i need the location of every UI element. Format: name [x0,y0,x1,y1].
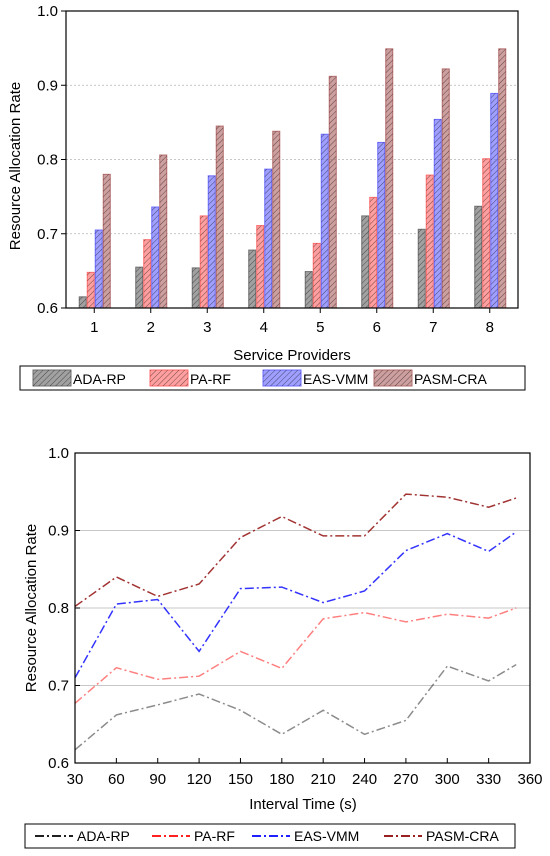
bar-x-tick-label: 6 [373,319,381,336]
bar-x-tick-label: 2 [147,319,155,336]
line-series-pa-rf [74,607,517,704]
bar-pa-rf-4 [256,225,265,309]
bar-x-tick-label: 4 [260,319,268,336]
line-grid [75,530,530,686]
bar-eas-vmm-6 [377,141,386,309]
bar-pasm-cra-1 [102,173,111,309]
line-x-tick-label: 60 [108,771,125,788]
line-legend-item: ADA-RP [35,828,130,844]
line-legend: ADA-RP PA-RF EAS-VMM PASM-CRA [24,823,516,849]
bar-x-tick-label: 3 [203,319,211,336]
bar-y-tick-label: 0.9 [37,77,58,94]
bar-y-axis-title: Resource Allocation Rate [7,82,24,250]
line-y-axis-title: Resource Allocation Rate [23,524,40,692]
bar-series-group [78,48,507,309]
bar-y-tick-label: 0.6 [37,300,58,317]
bar-y-tick-label: 1.0 [37,3,58,20]
bar-pa-rf-2 [143,239,152,309]
line-x-tick-label: 180 [269,771,294,788]
bar-y-tick-label: 0.8 [37,152,58,169]
bar-eas-vmm-5 [320,133,329,309]
bar-x-tick-label: 7 [429,319,437,336]
line-legend-label: PASM-CRA [426,828,500,844]
bar-legend-item: PASM-CRA [373,369,488,387]
bar-ada-rp-7 [417,228,426,309]
line-series-ada-rp [74,663,517,751]
bar-legend-item: EAS-VMM [262,369,368,387]
bar-pa-rf-5 [312,242,321,309]
line-series-eas-vmm [74,531,517,679]
line-y-tick-label: 1.0 [48,445,69,462]
line-x-tick-label: 30 [67,771,84,788]
bar-legend-label: PASM-CRA [414,371,488,387]
line-y-tick-label: 0.6 [48,755,69,772]
bar-plot-frame [65,10,519,309]
bar-eas-vmm-7 [433,118,442,309]
bar-legend: ADA-RP PA-RF EAS-VMM PASM-CRA [19,365,526,391]
line-x-axis-title: Interval Time (s) [249,796,357,813]
line-legend-label: ADA-RP [77,828,130,844]
bar-ada-rp-2 [135,266,144,309]
bar-pa-rf-3 [199,215,208,309]
bar-pasm-cra-3 [215,125,224,309]
line-x-tick-label: 210 [311,771,336,788]
line-x-tick-label: 300 [435,771,460,788]
bar-pa-rf-1 [86,271,95,309]
bar-legend-item: PA-RF [149,369,231,387]
line-y-tick-label: 0.9 [48,523,69,540]
bar-eas-vmm-2 [151,206,160,309]
bar-pa-rf-7 [425,174,434,309]
bar-x-tick-label: 5 [316,319,324,336]
line-x-tick-label: 330 [476,771,501,788]
bar-pasm-cra-5 [328,75,337,309]
bar-pasm-cra-2 [159,154,168,309]
line-legend-label: EAS-VMM [294,828,359,844]
bar-x-tick-label: 8 [486,319,494,336]
line-x-tick-label: 150 [228,771,253,788]
bar-eas-vmm-1 [94,229,103,309]
line-y-tick-label: 0.8 [48,600,69,617]
bar-pa-rf-6 [369,196,378,309]
line-legend-label: PA-RF [194,828,235,844]
bar-ada-rp-3 [191,267,200,309]
bar-grid [66,10,518,235]
bar-legend-label: PA-RF [190,371,231,387]
bar-x-tick-label: 1 [90,319,98,336]
line-plot-frame [74,452,531,764]
bar-eas-vmm-3 [207,175,216,309]
line-x-tick-label: 120 [187,771,212,788]
bar-eas-vmm-8 [490,92,499,309]
line-x-tick-label: 360 [517,771,542,788]
bar-ada-rp-4 [248,249,257,309]
bar-axes: 0.6 0.7 0.8 0.9 1.0 1 2 3 4 5 6 7 8 [37,3,519,336]
bar-pasm-cra-4 [272,130,281,309]
line-legend-item: PASM-CRA [384,828,500,844]
bar-y-tick-label: 0.7 [37,226,58,243]
line-x-tick-label: 90 [149,771,166,788]
bar-legend-label: ADA-RP [73,371,126,387]
bar-ada-rp-1 [78,296,87,309]
bar-pa-rf-8 [482,158,491,309]
bar-chart: 0.6 0.7 0.8 0.9 1.0 1 2 3 4 5 6 7 8 Resource Allocat… [7,3,526,391]
bar-ada-rp-6 [361,215,370,309]
line-legend-item: EAS-VMM [252,828,359,844]
line-chart: 0.6 0.7 0.8 0.9 1.0 30 60 90 120 150 180 210 240 270 3… [23,445,543,849]
bar-pasm-cra-6 [385,48,394,309]
bar-pasm-cra-8 [498,48,507,309]
line-x-tick-label: 240 [352,771,377,788]
line-series-group [74,493,517,751]
bar-legend-item: ADA-RP [32,369,126,387]
line-legend-item: PA-RF [152,828,235,844]
line-series-pasm-cra [74,493,517,608]
bar-ada-rp-8 [474,205,483,309]
bar-legend-label: EAS-VMM [303,371,368,387]
line-x-tick-label: 270 [393,771,418,788]
bar-ada-rp-5 [304,271,313,309]
bar-pasm-cra-7 [441,68,450,309]
line-axes: 0.6 0.7 0.8 0.9 1.0 30 60 90 120 150 180 210 240 270 3… [48,445,542,788]
line-y-tick-label: 0.7 [48,678,69,695]
bar-x-axis-title: Service Providers [233,347,351,364]
bar-eas-vmm-4 [264,168,273,309]
